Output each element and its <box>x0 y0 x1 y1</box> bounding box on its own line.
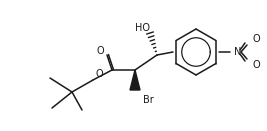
Text: O: O <box>95 69 103 79</box>
Text: Br: Br <box>143 95 153 105</box>
Text: O: O <box>252 60 260 70</box>
Text: O: O <box>96 46 104 56</box>
Text: O: O <box>252 34 260 44</box>
Polygon shape <box>130 70 140 90</box>
Text: HO: HO <box>135 23 150 33</box>
Text: N: N <box>234 47 242 57</box>
